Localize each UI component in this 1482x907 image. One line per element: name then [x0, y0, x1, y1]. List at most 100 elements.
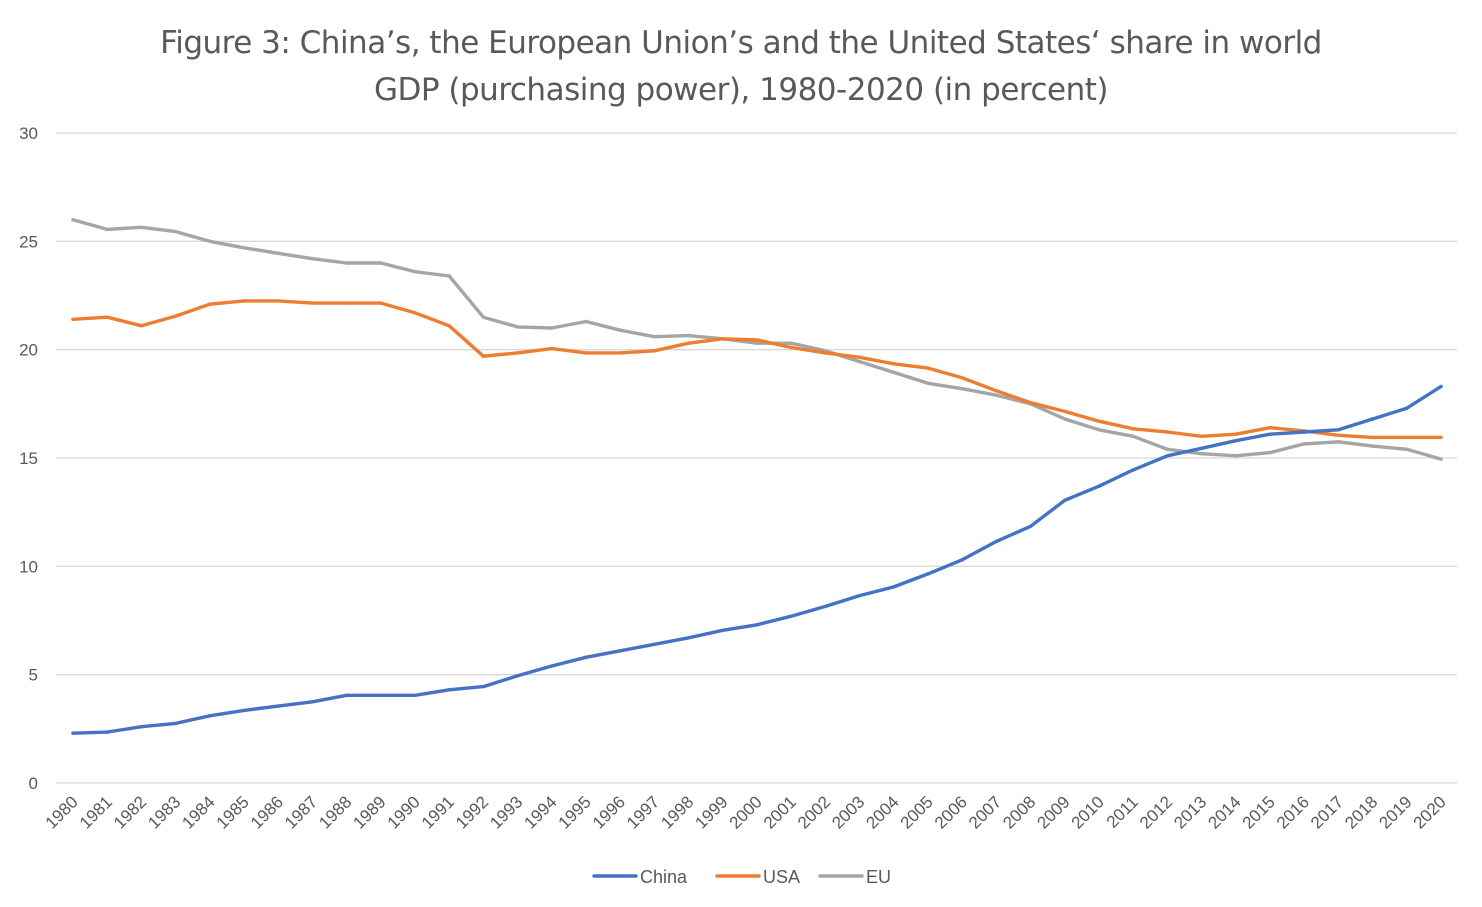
- data-point-eu-1994: [550, 326, 554, 330]
- data-point-usa-1983: [173, 314, 178, 318]
- data-point-usa-2020: [1439, 435, 1443, 440]
- y-tick-label: 5: [29, 666, 38, 685]
- y-tick-label: 30: [19, 124, 38, 143]
- x-tick-label: 1995: [555, 792, 595, 832]
- data-point-china-2003: [857, 593, 862, 598]
- data-point-eu-2006: [960, 387, 964, 391]
- data-point-usa-2019: [1405, 435, 1409, 440]
- series-usa: [71, 299, 1443, 440]
- data-point-eu-1984: [208, 239, 212, 243]
- data-point-usa-2002: [823, 351, 828, 355]
- data-point-usa-1998: [686, 341, 691, 345]
- data-point-china-1994: [550, 664, 554, 668]
- data-point-china-1987: [310, 700, 315, 704]
- data-point-eu-1980: [71, 218, 75, 222]
- x-tick-label: 2010: [1068, 792, 1108, 832]
- data-point-eu-2019: [1405, 447, 1409, 451]
- data-point-eu-1995: [584, 319, 588, 324]
- data-point-china-2020: [1439, 384, 1443, 389]
- x-tick-label: 1992: [452, 792, 492, 832]
- data-point-eu-2015: [1268, 450, 1272, 455]
- y-tick-label: 0: [29, 774, 38, 793]
- legend-label-eu: EU: [866, 867, 891, 887]
- y-tick-label: 15: [19, 449, 38, 468]
- x-tick-label: 1993: [486, 792, 526, 832]
- data-point-usa-1999: [721, 337, 725, 341]
- x-tick-label: 2005: [897, 792, 937, 832]
- gridlines: [56, 132, 1457, 784]
- data-point-usa-1993: [515, 351, 520, 355]
- data-point-eu-2005: [926, 381, 930, 385]
- data-point-china-2004: [892, 585, 896, 589]
- y-tick-label: 10: [19, 557, 38, 576]
- data-point-usa-1987: [310, 301, 315, 305]
- data-point-eu-1989: [379, 261, 383, 265]
- x-tick-label: 1999: [691, 792, 731, 832]
- x-tick-label: 1991: [418, 792, 458, 832]
- data-point-china-1991: [447, 688, 451, 692]
- data-point-eu-2016: [1302, 442, 1306, 446]
- data-point-usa-2012: [1165, 430, 1170, 434]
- x-tick-label: 2018: [1341, 792, 1381, 832]
- data-point-china-1980: [71, 731, 75, 735]
- data-point-china-1997: [652, 642, 657, 646]
- data-point-eu-2010: [1097, 428, 1101, 432]
- data-point-china-1984: [208, 714, 212, 718]
- data-point-usa-2013: [1199, 434, 1204, 438]
- x-tick-label: 2015: [1239, 792, 1279, 832]
- data-point-usa-1981: [105, 315, 109, 319]
- x-tick-label: 2016: [1273, 792, 1313, 832]
- x-tick-label: 2003: [828, 792, 868, 832]
- data-point-china-2001: [789, 614, 793, 618]
- x-tick-label: 1997: [623, 792, 663, 832]
- x-tick-label: 1994: [520, 792, 560, 832]
- x-tick-label: 2014: [1204, 792, 1244, 832]
- legend-label-china: China: [640, 867, 688, 887]
- data-point-china-2014: [1234, 439, 1238, 443]
- data-point-eu-1993: [515, 325, 520, 329]
- data-point-china-1995: [584, 655, 588, 659]
- legend-item-usa: USA: [715, 867, 800, 887]
- data-point-eu-2000: [755, 341, 759, 345]
- data-point-eu-2003: [857, 359, 862, 364]
- data-point-usa-1985: [242, 299, 246, 303]
- data-point-eu-2013: [1199, 452, 1204, 456]
- data-point-eu-2014: [1234, 454, 1238, 458]
- data-point-usa-1990: [413, 311, 417, 315]
- x-tick-label: 1981: [76, 792, 116, 832]
- data-point-eu-1982: [139, 225, 144, 229]
- data-point-eu-1987: [310, 257, 315, 261]
- x-tick-label: 1988: [315, 792, 355, 832]
- data-point-china-2002: [823, 604, 828, 609]
- x-tick-label: 2012: [1136, 792, 1176, 832]
- x-tick-label: 2008: [999, 792, 1039, 832]
- data-point-usa-2008: [1028, 401, 1033, 405]
- chart-title-line-1: Figure 3: China’s, the European Union’s …: [160, 25, 1322, 61]
- x-tick-label: 1983: [144, 792, 184, 832]
- x-tick-label: 1990: [384, 792, 424, 832]
- data-point-usa-1992: [481, 354, 486, 358]
- data-point-usa-2001: [789, 345, 793, 350]
- data-point-china-2016: [1302, 430, 1306, 434]
- data-point-usa-1996: [618, 351, 622, 355]
- x-tick-label: 2007: [965, 792, 1005, 832]
- data-point-china-1985: [242, 708, 246, 713]
- data-point-eu-1996: [618, 328, 622, 332]
- data-point-china-2006: [960, 558, 964, 562]
- x-tick-label: 2011: [1103, 792, 1142, 831]
- data-point-usa-2006: [960, 376, 964, 380]
- data-point-usa-1994: [550, 346, 554, 351]
- data-point-china-2000: [755, 623, 759, 627]
- data-point-china-2005: [926, 572, 930, 576]
- data-point-usa-2003: [857, 355, 862, 359]
- data-point-eu-2011: [1131, 434, 1135, 438]
- data-point-china-2011: [1131, 468, 1135, 472]
- data-point-eu-2001: [789, 341, 793, 345]
- data-point-usa-2005: [926, 366, 930, 370]
- data-point-china-1981: [105, 730, 109, 734]
- series-china: [71, 384, 1443, 735]
- data-point-china-2017: [1336, 428, 1341, 432]
- data-point-usa-1991: [447, 324, 451, 328]
